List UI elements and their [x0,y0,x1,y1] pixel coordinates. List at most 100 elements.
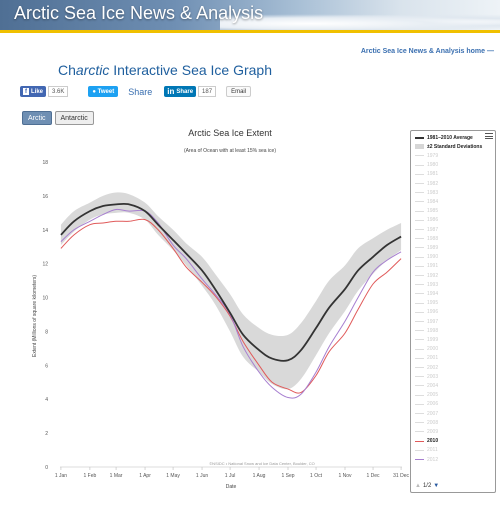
legend-item[interactable]: 2002 [415,364,438,371]
legend-item-label: 1987 [427,226,439,233]
legend-item[interactable]: 1992 [415,272,438,279]
legend-item[interactable]: 1988 [415,235,438,242]
legend-item[interactable]: 1984 [415,198,438,205]
legend-swatch [415,431,424,433]
y-tick-label: 0 [45,465,48,471]
x-tick-label: 1 Aug [253,473,266,479]
legend-item[interactable]: 1989 [415,244,438,251]
x-axis-label: Date [226,484,237,490]
legend-item-label: 1992 [427,272,439,279]
legend-item[interactable]: 1987 [415,226,438,233]
page-title-prefix: Ch [58,62,76,78]
legend-item[interactable]: 2010 [415,438,438,445]
legend-item[interactable]: 1991 [415,263,438,270]
legend-swatch [415,144,424,150]
y-tick-label: 12 [42,262,48,268]
legend-item[interactable]: 2009 [415,428,438,435]
x-tick-label: 1 May [166,473,180,479]
site-banner: Arctic Sea Ice News & Analysis [0,0,500,30]
legend-swatch [415,183,424,184]
x-tick-label: 1 Dec [367,473,381,479]
legend-item-label: 2006 [427,401,439,408]
legend-item[interactable]: 1993 [415,281,438,288]
legend-page-up-icon[interactable]: ▲ [415,483,421,489]
legend-item[interactable]: 1998 [415,327,438,334]
legend-item-label: 2004 [427,382,439,389]
legend-item[interactable]: 1995 [415,300,438,307]
share-link[interactable]: Share [128,86,153,97]
x-tick-label: 1 Jun [196,473,208,479]
legend-item[interactable]: 2006 [415,401,438,408]
page-title-rest: Interactive Sea Ice Graph [109,62,272,78]
facebook-like-button[interactable]: f Like [20,86,47,97]
legend-swatch [415,173,424,175]
tab-antarctic[interactable]: Antarctic [54,111,94,125]
legend-item[interactable]: 2008 [415,419,438,426]
legend-item-label: 1994 [427,290,439,297]
linkedin-share-button[interactable]: in Share [164,86,197,97]
legend-item[interactable]: 1986 [415,217,438,224]
average-series-line [60,202,402,362]
legend-item[interactable]: 1985 [415,208,438,215]
legend-item[interactable]: 1996 [415,309,438,316]
sea-ice-chart[interactable]: Arctic Sea Ice Extent (Area of Ocean wit… [0,124,410,496]
y-tick-label: 6 [45,363,48,369]
legend-item[interactable]: 2001 [415,355,438,362]
share-bar: f Like 3.6K ● Tweet Share in Share 187 Ema… [20,86,252,97]
email-button[interactable]: Email [226,86,252,97]
legend-item[interactable]: 2000 [415,346,438,353]
legend-item-label: 1986 [427,217,439,224]
legend-swatch [415,376,424,378]
chart-legend: ▲ 1/2 ▼ 1981–2010 Average ±2 Standard Dev… [410,130,496,493]
y-tick-label: 14 [42,228,48,234]
legend-swatch [415,210,424,212]
y-tick-label: 16 [42,194,48,200]
facebook-like-label: Like [31,88,44,95]
legend-item-label: ±2 Standard Deviations [427,143,483,150]
legend-swatch [415,321,424,322]
x-tick-label: 1 Feb [84,473,97,479]
legend-page-down-icon[interactable]: ▼ [433,483,440,489]
legend-item[interactable]: 1982 [415,180,438,187]
legend-item[interactable]: 1981 [415,171,438,178]
x-tick-label: 1 Nov [338,473,352,479]
legend-item-label: 2005 [427,392,439,399]
legend-swatch [415,229,424,230]
legend-item[interactable]: 1983 [415,189,438,196]
legend-swatch [415,330,424,332]
legend-item[interactable]: 1997 [415,318,438,325]
legend-swatch [415,311,424,313]
legend-item[interactable]: 2004 [415,382,438,389]
legend-item[interactable]: 1994 [415,290,438,297]
legend-item[interactable]: ±2 Standard Deviations [415,143,482,150]
legend-item[interactable]: 2003 [415,373,438,380]
site-title[interactable]: Arctic Sea Ice News & Analysis [14,3,264,23]
legend-item[interactable]: 1981–2010 Average [415,134,473,141]
legend-item[interactable]: 2011 [415,447,438,454]
legend-item[interactable]: 2012 [415,456,438,463]
legend-item-label: 1983 [427,189,439,196]
chart-title: Arctic Sea Ice Extent [188,128,272,138]
legend-swatch [415,403,424,405]
tweet-label: Tweet [97,88,115,95]
page-title-italic: arctic [75,62,110,78]
x-tick-label: 1 Sep [281,473,294,479]
legend-item[interactable]: 2005 [415,392,438,399]
legend-item-label: 2012 [427,456,439,463]
legend-item[interactable]: 1979 [415,152,438,159]
tab-arctic[interactable]: Arctic [22,111,52,125]
legend-item-label: 1996 [427,309,439,316]
legend-menu-icon[interactable] [485,133,493,139]
legend-item-label: 1981–2010 Average [427,134,473,141]
tweet-button[interactable]: ● Tweet [88,86,119,97]
legend-item-label: 1984 [427,198,439,205]
legend-item-label: 2001 [427,355,439,362]
legend-item[interactable]: 2007 [415,410,438,417]
legend-item-label: 1997 [427,318,439,325]
legend-item[interactable]: 1990 [415,254,438,261]
x-tick-label: 1 Apr [139,473,151,479]
std-deviation-band [60,192,402,390]
legend-item[interactable]: 1980 [415,162,438,169]
legend-item[interactable]: 1999 [415,336,438,343]
home-link[interactable]: Arctic Sea Ice News & Analysis home — [360,48,494,55]
